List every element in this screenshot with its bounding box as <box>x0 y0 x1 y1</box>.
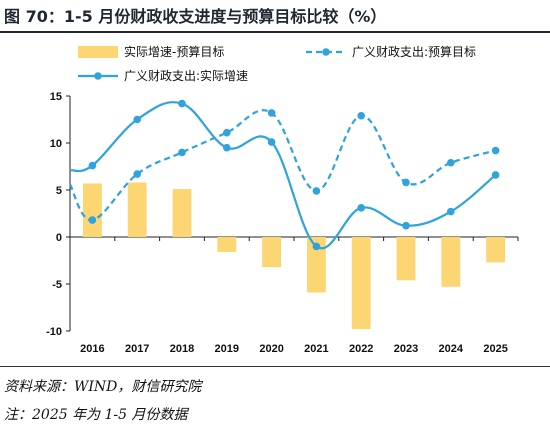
x-tick-label: 2021 <box>304 343 328 355</box>
bar <box>217 237 237 253</box>
x-tick-label: 2024 <box>439 343 464 355</box>
bar-series <box>82 182 506 330</box>
y-tick-label: 15 <box>50 91 62 103</box>
bar <box>396 237 416 281</box>
budget-target-point <box>357 111 366 120</box>
actual-growth-point <box>133 115 141 124</box>
x-tick-label: 2018 <box>170 343 194 355</box>
budget-target-point <box>491 146 500 155</box>
actual-growth-point <box>357 204 366 212</box>
axes: -10 -5 0 5 10 15 2016 2017 2018 2019 2020 2021 2022 2… <box>46 91 519 355</box>
y-tick-label: -5 <box>52 279 62 291</box>
actual-growth-point <box>491 171 500 179</box>
source-note: 资料来源：WIND，财信研究院 <box>4 379 202 395</box>
x-tick-label: 2016 <box>80 343 104 355</box>
actual-growth-point <box>447 207 455 216</box>
actual-growth-point <box>178 99 186 108</box>
bar <box>351 237 371 330</box>
x-tick-label: 2023 <box>394 343 418 355</box>
title-divider <box>0 31 550 33</box>
bar <box>486 237 506 263</box>
y-tick-label: -10 <box>46 326 62 338</box>
x-tick-label: 2025 <box>483 343 507 355</box>
legend-marker-dashed <box>322 48 330 56</box>
legend-label-dashed: 广义财政支出:预算目标 <box>352 44 476 59</box>
legend-label-bar: 实际增速-预算目标 <box>124 44 224 59</box>
bar <box>172 189 192 237</box>
legend-marker-solid <box>94 72 102 80</box>
budget-target-point <box>178 148 186 157</box>
x-tick-label: 2022 <box>349 343 373 355</box>
actual-growth-point <box>223 143 231 152</box>
x-tick-label: 2019 <box>215 343 239 355</box>
line-series <box>69 99 500 251</box>
y-tick-label: 0 <box>56 232 62 244</box>
x-tick-label: 2020 <box>259 343 283 355</box>
y-tick-label: 5 <box>56 185 62 197</box>
chart-title: 图 70：1-5 月份财政收支进度与预算目标比较（%） <box>4 7 387 26</box>
bar <box>306 237 326 293</box>
x-tick-label: 2017 <box>125 343 149 355</box>
actual-growth-point <box>312 242 321 251</box>
bar <box>262 237 282 268</box>
dashed-line-budget-target <box>69 109 496 222</box>
budget-target-point <box>223 128 231 137</box>
actual-growth-point <box>88 161 97 170</box>
budget-target-point <box>312 187 321 195</box>
budget-target-point <box>447 158 455 167</box>
budget-target-point <box>133 170 141 178</box>
legend-label-solid: 广义财政支出:实际增速 <box>124 68 248 83</box>
bar <box>441 237 461 287</box>
budget-target-point <box>267 109 276 117</box>
legend-swatch-bar <box>78 46 118 58</box>
actual-growth-point <box>267 138 276 146</box>
footer-divider <box>0 366 550 367</box>
budget-target-point <box>402 178 410 187</box>
bar <box>82 183 102 237</box>
bar <box>127 182 147 237</box>
y-tick-label: 10 <box>50 138 62 150</box>
budget-target-point <box>88 216 97 224</box>
actual-growth-point <box>402 221 410 230</box>
footnote: 注：2025 年为 1-5 月份数据 <box>4 407 188 423</box>
